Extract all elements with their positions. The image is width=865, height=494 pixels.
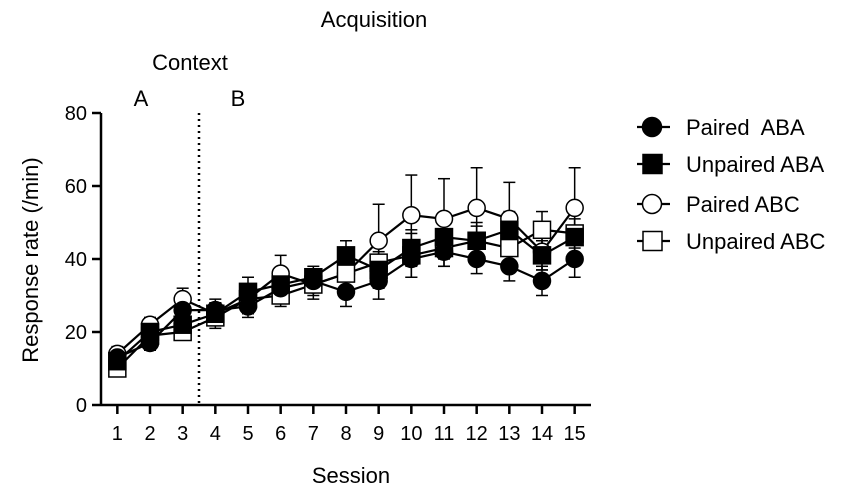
x-tick-label: 9: [373, 423, 384, 445]
data-point-circle: [336, 282, 356, 302]
data-point-circle: [304, 271, 323, 291]
data-point-circle: [532, 271, 552, 291]
data-point-circle: [173, 300, 192, 320]
x-tick-label: 5: [242, 423, 253, 445]
x-tick-label: 10: [400, 423, 422, 445]
data-point-circle: [369, 271, 388, 291]
legend-label: Unpaired ABC: [686, 229, 826, 254]
x-tick-label: 3: [177, 423, 188, 445]
data-point-circle: [402, 249, 421, 269]
chart-title: Acquisition: [321, 7, 427, 32]
data-point-circle: [500, 257, 519, 276]
x-axis-label: Session: [312, 463, 390, 488]
x-tick-label: 6: [275, 423, 286, 445]
y-tick-label: 0: [76, 395, 87, 417]
context-a-label: A: [134, 86, 149, 111]
y-tick-label: 40: [65, 249, 87, 271]
y-tick-label: 80: [65, 103, 87, 125]
legend-marker-square: [642, 230, 663, 252]
data-point-square: [336, 264, 356, 283]
data-point-square: [467, 231, 486, 250]
data-point-square: [565, 227, 584, 247]
data-point-circle: [108, 348, 127, 367]
data-point-circle: [369, 231, 388, 250]
data-point-square: [336, 246, 356, 265]
data-point-circle: [434, 209, 454, 229]
context-label: Context: [152, 50, 228, 75]
y-tick-label: 60: [65, 176, 87, 198]
x-tick-label: 4: [210, 423, 221, 445]
x-tick-label: 7: [308, 423, 319, 445]
data-point-circle: [565, 249, 584, 269]
plot-area: [108, 167, 584, 378]
data-point-circle: [238, 297, 258, 316]
data-point-square: [500, 220, 519, 240]
legend-marker-square: [642, 153, 663, 175]
x-ticks: 1 2 3 4 5 6 7 8 9 10 11 12 13 14 15: [112, 405, 586, 445]
legend-marker-circle: [641, 193, 663, 215]
context-b-label: B: [231, 86, 246, 111]
x-tick-label: 2: [144, 423, 155, 445]
data-point-square: [532, 246, 552, 265]
legend-label: Unpaired ABA: [686, 152, 825, 177]
data-point-circle: [140, 333, 160, 353]
x-tick-label: 12: [466, 423, 488, 445]
y-tick-label: 20: [65, 322, 87, 344]
legend-marker-circle: [641, 116, 663, 138]
data-point-square: [532, 220, 552, 240]
x-tick-label: 1: [112, 423, 123, 445]
data-point-circle: [467, 249, 486, 269]
x-tick-label: 15: [564, 423, 586, 445]
legend-label: Paired ABC: [686, 192, 800, 217]
y-ticks: 0 20 40 60 80: [65, 103, 101, 417]
data-point-circle: [467, 198, 486, 218]
legend: Paired ABA Unpaired ABA Paired ABC Unpaired…: [637, 115, 826, 254]
legend-label: Paired ABA: [686, 115, 805, 140]
x-tick-label: 14: [531, 423, 553, 445]
data-point-circle: [206, 300, 225, 320]
data-point-circle: [565, 198, 584, 218]
data-point-circle: [434, 242, 454, 261]
y-axis-label: Response rate (/min): [18, 157, 43, 362]
data-point-circle: [271, 278, 290, 298]
x-tick-label: 8: [340, 423, 351, 445]
data-point-circle: [402, 205, 421, 225]
x-tick-label: 13: [498, 423, 520, 445]
x-tick-label: 11: [434, 423, 455, 445]
data-point-square: [500, 238, 519, 258]
